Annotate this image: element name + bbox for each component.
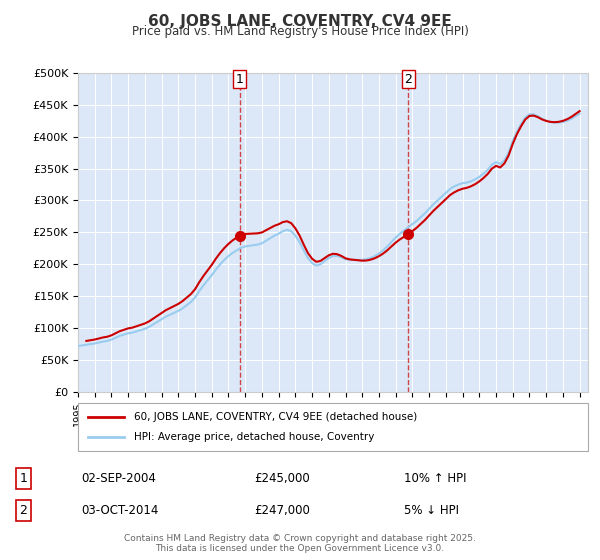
- Text: 02-SEP-2004: 02-SEP-2004: [81, 472, 156, 485]
- Text: 1: 1: [236, 73, 244, 86]
- Text: £247,000: £247,000: [254, 504, 310, 517]
- FancyBboxPatch shape: [78, 403, 588, 451]
- Text: HPI: Average price, detached house, Coventry: HPI: Average price, detached house, Cove…: [134, 432, 374, 442]
- Text: 03-OCT-2014: 03-OCT-2014: [81, 504, 158, 517]
- Text: 2: 2: [404, 73, 412, 86]
- Text: Contains HM Land Registry data © Crown copyright and database right 2025.
This d: Contains HM Land Registry data © Crown c…: [124, 534, 476, 553]
- Text: 60, JOBS LANE, COVENTRY, CV4 9EE: 60, JOBS LANE, COVENTRY, CV4 9EE: [148, 14, 452, 29]
- Text: £245,000: £245,000: [254, 472, 310, 485]
- Text: 60, JOBS LANE, COVENTRY, CV4 9EE (detached house): 60, JOBS LANE, COVENTRY, CV4 9EE (detach…: [134, 412, 418, 422]
- Text: 10% ↑ HPI: 10% ↑ HPI: [404, 472, 466, 485]
- Text: 1: 1: [20, 472, 28, 485]
- Text: Price paid vs. HM Land Registry's House Price Index (HPI): Price paid vs. HM Land Registry's House …: [131, 25, 469, 38]
- Text: 2: 2: [20, 504, 28, 517]
- Text: 5% ↓ HPI: 5% ↓ HPI: [404, 504, 458, 517]
